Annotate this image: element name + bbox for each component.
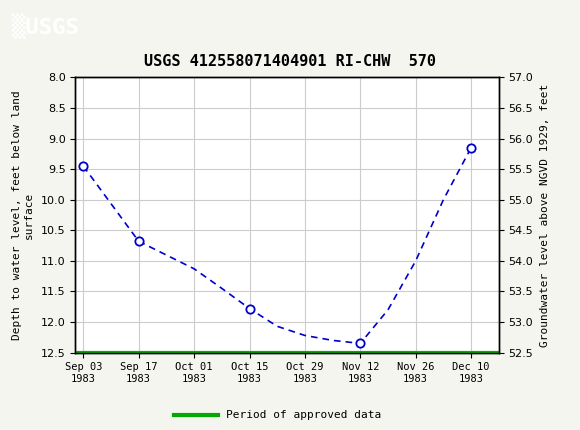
Text: Period of approved data: Period of approved data [226,410,382,420]
Y-axis label: Groundwater level above NGVD 1929, feet: Groundwater level above NGVD 1929, feet [540,83,550,347]
Text: ▒USGS: ▒USGS [12,13,78,39]
Text: USGS 412558071404901 RI-CHW  570: USGS 412558071404901 RI-CHW 570 [144,54,436,69]
Y-axis label: Depth to water level, feet below land
surface: Depth to water level, feet below land su… [12,90,34,340]
